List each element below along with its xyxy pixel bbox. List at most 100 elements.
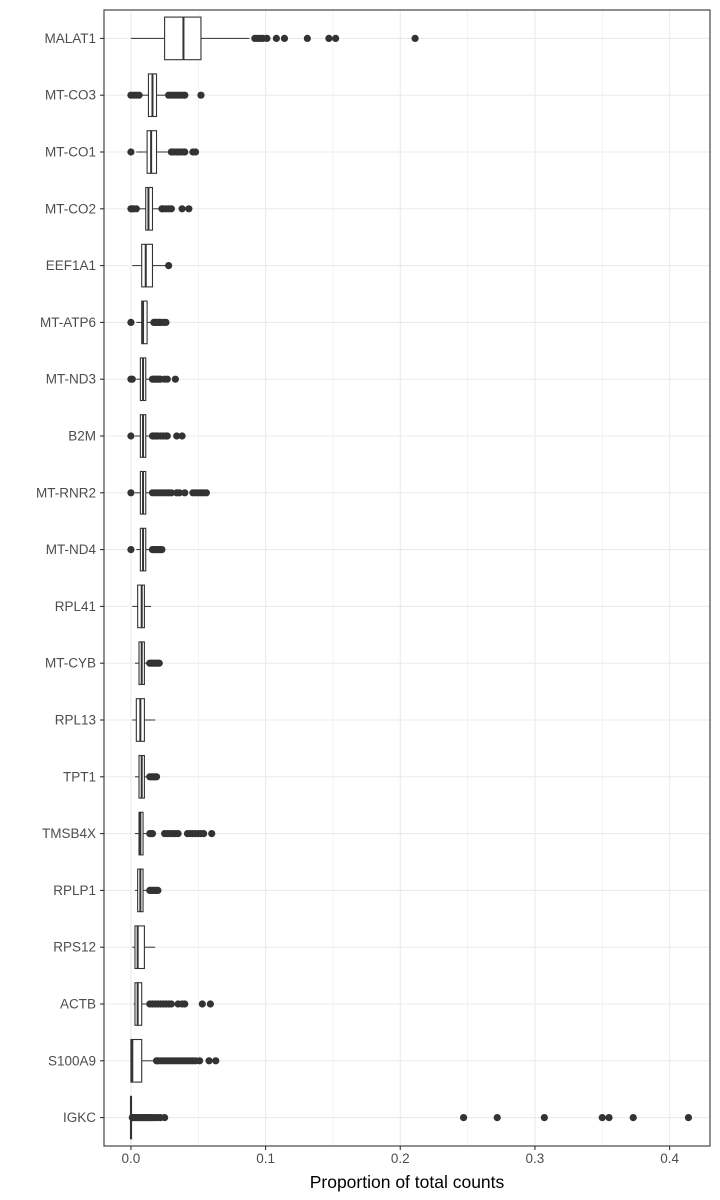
outlier-point: [178, 205, 186, 213]
outlier-point: [202, 489, 210, 497]
x-axis-title: Proportion of total counts: [310, 1172, 505, 1192]
outlier-point: [155, 659, 163, 667]
y-tick-label: IGKC: [63, 1110, 96, 1125]
y-tick-label: MT-ATP6: [40, 315, 96, 330]
y-tick-label: S100A9: [48, 1053, 96, 1068]
outlier-point: [181, 148, 189, 156]
outlier-point: [127, 148, 135, 156]
box-rps12: [132, 925, 156, 970]
panel-border: [103, 9, 711, 1147]
y-tick-label: B2M: [68, 429, 96, 444]
outlier-point: [332, 34, 340, 43]
box-mt-nd4: [127, 527, 166, 572]
outlier-point: [163, 432, 171, 440]
outlier-point: [263, 34, 271, 43]
outlier-point: [280, 34, 289, 43]
outlier-point: [181, 489, 189, 497]
outlier-point: [411, 34, 419, 43]
outlier-point: [173, 432, 181, 440]
box-malat1: [130, 16, 419, 61]
box-mt-rnr2: [127, 470, 210, 515]
y-tick-label: RPL13: [55, 713, 96, 728]
panel-background: [104, 10, 710, 1146]
outlier-point: [148, 830, 157, 838]
outlier-point: [162, 318, 170, 326]
box-rpl41: [132, 584, 152, 629]
y-tick-label: RPS12: [53, 940, 96, 955]
outlier-point: [132, 205, 140, 213]
box-mt-co3: [127, 73, 205, 118]
outlier-point: [325, 34, 333, 43]
outlier-point: [205, 1057, 213, 1065]
box-tpt1: [134, 754, 161, 799]
outlier-point: [174, 830, 182, 838]
outlier-point: [212, 1057, 220, 1065]
outlier-point: [167, 205, 175, 213]
outlier-point: [158, 546, 166, 554]
iqr-box: [141, 243, 154, 288]
box-actb: [133, 982, 214, 1026]
x-tick-label: 0.1: [256, 1151, 275, 1166]
y-tick-label: EEF1A1: [46, 258, 96, 273]
box-igkc: [128, 1095, 693, 1140]
outlier-point: [540, 1114, 548, 1122]
box-mt-co1: [127, 130, 200, 174]
y-tick-label: TMSB4X: [42, 826, 96, 841]
outlier-point: [206, 1000, 214, 1008]
y-tick-label: MT-CO3: [45, 88, 96, 103]
y-axis: MALAT1 MT-CO3 MT-CO1 MT-CO2 EEF1A1 MT-ATP6 MT-…: [36, 31, 104, 1125]
outlier-point: [178, 432, 186, 440]
y-tick-label: RPL41: [55, 599, 96, 614]
iqr-box: [134, 925, 145, 970]
x-tick-label: 0.2: [391, 1151, 410, 1166]
y-tick-label: MT-CO1: [45, 145, 96, 160]
y-tick-label: MT-ND3: [46, 372, 96, 387]
box-mt-co2: [127, 186, 193, 231]
outlier-point: [272, 34, 280, 43]
outlier-point: [208, 830, 216, 838]
outlier-point: [191, 148, 200, 156]
box-b2m: [127, 414, 186, 458]
outlier-point: [198, 1000, 206, 1008]
y-tick-label: MT-CO2: [45, 201, 96, 216]
y-tick-label: TPT1: [63, 769, 96, 784]
outlier-point: [598, 1114, 606, 1122]
outlier-point: [127, 546, 135, 554]
iqr-box: [141, 300, 148, 345]
x-tick-label: 0.4: [660, 1151, 679, 1166]
y-tick-label: MT-ND4: [46, 542, 97, 557]
y-tick-label: MALAT1: [44, 31, 96, 46]
outlier-point: [493, 1114, 501, 1122]
box-eef1a1: [132, 243, 173, 288]
y-tick-label: RPLP1: [53, 883, 96, 898]
outlier-point: [165, 262, 173, 270]
plot-panel: [103, 9, 711, 1147]
y-tick-label: MT-RNR2: [36, 485, 96, 500]
box-rplp1: [134, 868, 162, 913]
outlier-point: [161, 1114, 169, 1122]
box-mt-nd3: [127, 357, 179, 402]
outlier-point: [167, 1000, 175, 1008]
outlier-point: [196, 1057, 204, 1065]
box-mt-atp6: [127, 300, 170, 345]
iqr-box: [130, 1038, 143, 1083]
box-tmsb4x: [134, 811, 216, 856]
outlier-point: [200, 830, 208, 838]
y-tick-label: MT-CYB: [45, 656, 96, 671]
outlier-point: [128, 375, 136, 383]
x-tick-label: 0.3: [526, 1151, 545, 1166]
outlier-point: [171, 375, 179, 383]
outlier-point: [135, 91, 143, 99]
y-tick-label: ACTB: [60, 997, 96, 1012]
outlier-point: [185, 205, 193, 213]
outlier-point: [163, 375, 171, 383]
outlier-point: [127, 489, 135, 497]
outlier-point: [303, 34, 311, 43]
outlier-point: [127, 318, 135, 326]
outlier-point: [154, 886, 162, 895]
outlier-point: [629, 1114, 637, 1122]
outlier-point: [684, 1114, 693, 1122]
x-tick-label: 0.0: [122, 1151, 141, 1166]
outlier-point: [181, 91, 189, 99]
